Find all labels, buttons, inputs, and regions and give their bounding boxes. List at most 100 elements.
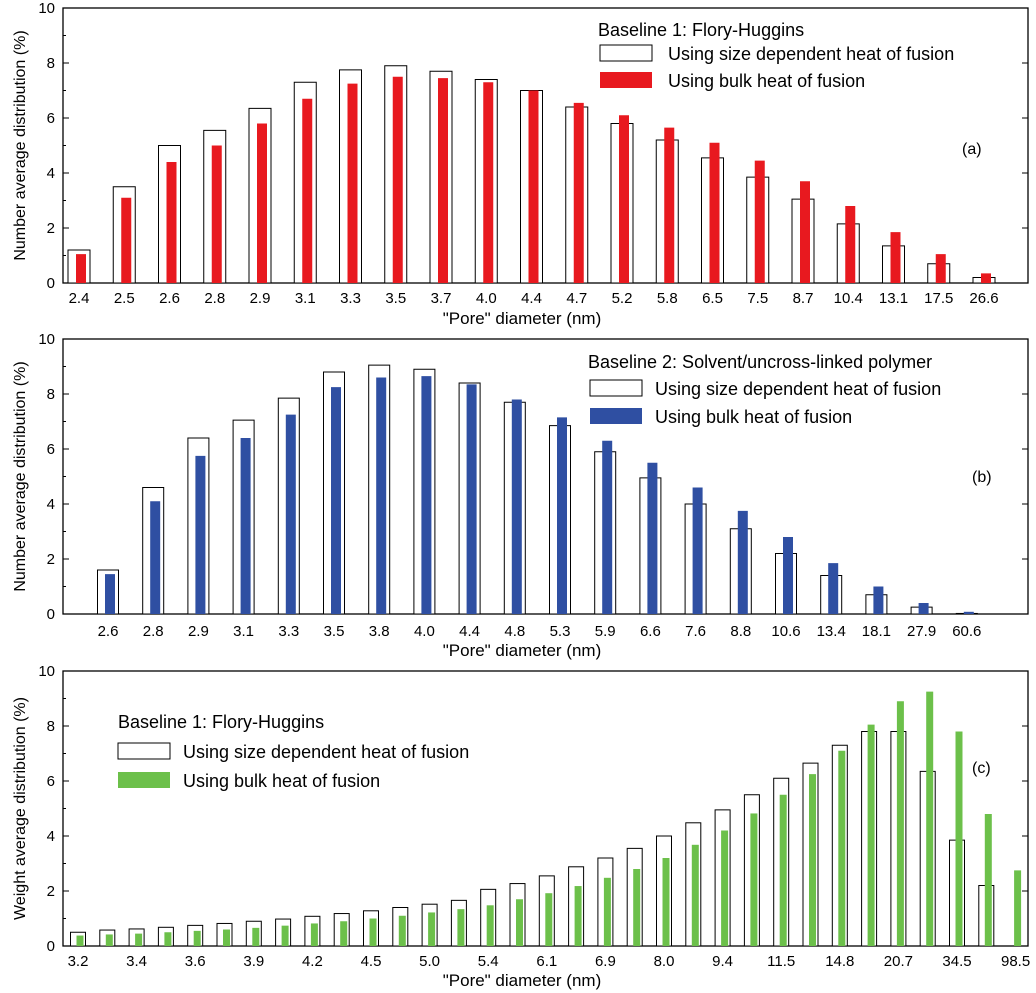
x-tick-label: 6.9	[595, 953, 616, 970]
x-axis-title: "Pore" diameter (nm)	[443, 971, 602, 990]
y-tick-label: 8	[47, 718, 55, 735]
x-tick-label: 8.8	[730, 623, 751, 640]
bar-bulk	[721, 830, 729, 946]
legend-swatch-bulk	[600, 72, 652, 88]
legend-label-bulk: Using bulk heat of fusion	[655, 407, 852, 427]
x-tick-label: 2.4	[69, 290, 90, 307]
bar-bulk	[867, 724, 875, 946]
bar-bulk	[574, 886, 582, 946]
x-tick-label: 4.5	[361, 953, 382, 970]
bar-bulk	[466, 384, 477, 614]
bar-bulk	[662, 858, 670, 946]
bar-bulk	[750, 813, 758, 946]
bar-bulk	[340, 921, 348, 946]
bar-bulk	[193, 930, 201, 946]
x-tick-label: 4.2	[302, 953, 323, 970]
y-tick-label: 0	[47, 275, 55, 292]
x-tick-label: 3.3	[278, 623, 299, 640]
y-tick-label: 0	[47, 938, 55, 955]
bar-bulk	[779, 794, 787, 946]
legend-swatch-size-dependent	[589, 379, 643, 397]
bar-bulk	[828, 563, 839, 614]
y-tick-label: 8	[47, 55, 55, 72]
bar-bulk	[369, 918, 377, 946]
bar-bulk	[121, 197, 132, 283]
x-tick-label: 2.8	[143, 623, 164, 640]
x-tick-label: 10.6	[771, 623, 800, 640]
x-tick-label: 3.6	[185, 953, 206, 970]
y-axis-title: Number average distribution (%)	[12, 30, 29, 260]
bar-bulk	[557, 417, 567, 614]
legend-label-bulk: Using bulk heat of fusion	[183, 771, 380, 791]
bar-bulk	[195, 455, 206, 614]
bar-bulk	[486, 905, 494, 946]
x-tick-label: 11.5	[767, 953, 795, 970]
bar-bulk	[873, 586, 884, 614]
bar-bulk	[76, 254, 86, 283]
bar-bulk	[483, 82, 494, 283]
bar-bulk	[257, 123, 267, 283]
x-tick-label: 3.8	[369, 623, 390, 640]
x-tick-label: 98.5	[1001, 953, 1030, 970]
bar-bulk	[918, 603, 929, 614]
x-tick-label: 5.4	[478, 953, 499, 970]
bar-bulk	[783, 537, 793, 614]
x-tick-label: 3.1	[233, 623, 254, 640]
bar-bulk	[105, 574, 115, 614]
x-tick-label: 5.8	[657, 290, 678, 307]
bar-bulk	[135, 933, 143, 946]
bar-bulk	[838, 750, 846, 946]
panel-a: 0 2 4 6 8 10 2.4 2.5 2.6 2.8 2.9 3.1 3.3 3.5 3.7 4.0 4.4…	[12, 0, 1029, 328]
x-tick-label: 4.8	[504, 623, 525, 640]
y-tick-label: 10	[38, 0, 55, 17]
bar-bulk	[211, 145, 222, 283]
x-tick-label: 3.3	[340, 290, 361, 307]
legend-label-size-dependent: Using size dependent heat of fusion	[183, 742, 469, 762]
bar-bulk	[302, 98, 313, 283]
y-tick-label: 6	[47, 773, 55, 790]
x-tick-label: 4.4	[521, 290, 542, 307]
bar-bulk	[516, 899, 523, 946]
x-tick-label: 6.1	[536, 953, 557, 970]
x-tick-label: 2.6	[98, 623, 119, 640]
y-tick-label: 2	[47, 220, 55, 237]
legend-title: Baseline 1: Flory-Huggins	[118, 712, 324, 732]
bar-bulk	[76, 935, 84, 946]
panel-label: (a)	[962, 141, 982, 158]
bar-bulk	[1014, 870, 1022, 946]
panel-label: (c)	[972, 760, 991, 777]
y-tick-label: 4	[47, 828, 55, 845]
legend-swatch-size-dependent	[599, 44, 653, 62]
x-tick-label: 9.4	[712, 953, 733, 970]
x-tick-label: 4.4	[459, 623, 480, 640]
y-tick-label: 10	[38, 331, 55, 348]
y-tick-label: 2	[47, 883, 55, 900]
bar-bulk	[398, 915, 406, 946]
x-tick-label: 3.7	[431, 290, 452, 307]
bar-bulk	[737, 510, 748, 614]
x-tick-label: 10.4	[834, 290, 863, 307]
x-tick-label: 5.2	[612, 290, 633, 307]
x-tick-label: 8.7	[793, 290, 814, 307]
bar-bulk	[619, 115, 629, 283]
bar-bulk	[164, 932, 172, 946]
bar-bulk	[963, 611, 974, 614]
x-axis-title: "Pore" diameter (nm)	[443, 641, 602, 660]
bar-bulk	[105, 934, 113, 946]
bar-bulk	[691, 844, 699, 946]
y-axis-title: Number average distribution (%)	[12, 361, 29, 591]
legend-swatch-bulk	[118, 772, 170, 788]
bar-bulk	[573, 102, 584, 283]
x-axis-title: "Pore" diameter (nm)	[443, 309, 602, 328]
x-tick-label: 7.5	[747, 290, 768, 307]
bar-bulk	[800, 181, 810, 283]
bar-bulk	[457, 909, 465, 946]
bar-bulk	[890, 232, 901, 283]
bar-bulk	[528, 90, 539, 283]
bar-bulk	[421, 376, 432, 614]
bar-bulk	[981, 273, 991, 283]
panel-c: 0 2 4 6 8 10 3.2 3.4 3.6 3.9 4.2 4.5 5.0 5.4 6.1 6.9 8.0…	[12, 663, 1030, 990]
x-tick-label: 60.6	[952, 623, 981, 640]
bar-bulk	[809, 774, 816, 946]
x-tick-label: 2.5	[114, 290, 135, 307]
